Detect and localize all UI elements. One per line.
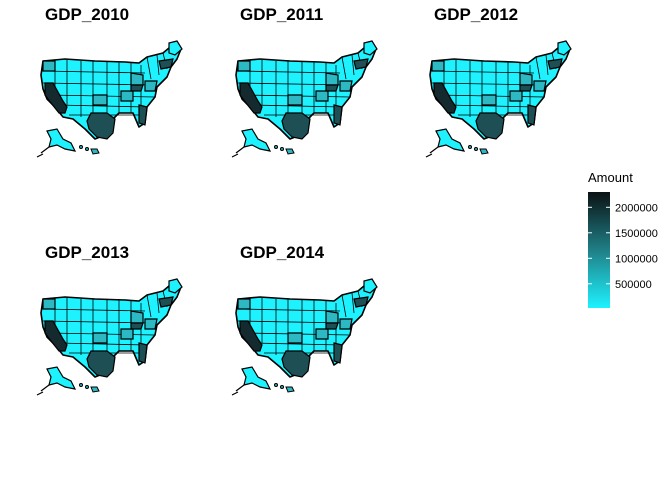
map-panel-gdp-2011: GDP_2011: [230, 5, 410, 165]
us-choropleth-map: [36, 40, 183, 158]
legend-colorbar: 2000000 1500000 1000000 500000: [588, 192, 658, 308]
us-choropleth-map: [425, 40, 572, 158]
panel-title: GDP_2010: [45, 5, 130, 24]
panel-title: GDP_2011: [240, 5, 324, 24]
map-panel-gdp-2013: GDP_2013: [35, 243, 215, 403]
map-panel-gdp-2010: GDP_2010: [35, 5, 215, 165]
color-legend: Amount 2000000 1500000 1000000 500000: [585, 170, 670, 320]
legend-title: Amount: [588, 170, 633, 185]
legend-tick-label: 1500000: [615, 228, 658, 240]
map-panel-gdp-2012: GDP_2012: [424, 5, 604, 165]
us-choropleth-map: [231, 40, 378, 158]
panel-title: GDP_2013: [45, 243, 130, 262]
panel-title: GDP_2014: [240, 243, 325, 262]
legend-tick-label: 1000000: [615, 253, 658, 265]
legend-tick-label: 2000000: [615, 202, 658, 214]
map-panel-gdp-2014: GDP_2014: [230, 243, 410, 403]
legend-tick-label: 500000: [615, 279, 652, 291]
us-choropleth-map: [36, 278, 183, 396]
panel-title: GDP_2012: [434, 5, 519, 24]
us-choropleth-map: [231, 278, 378, 396]
